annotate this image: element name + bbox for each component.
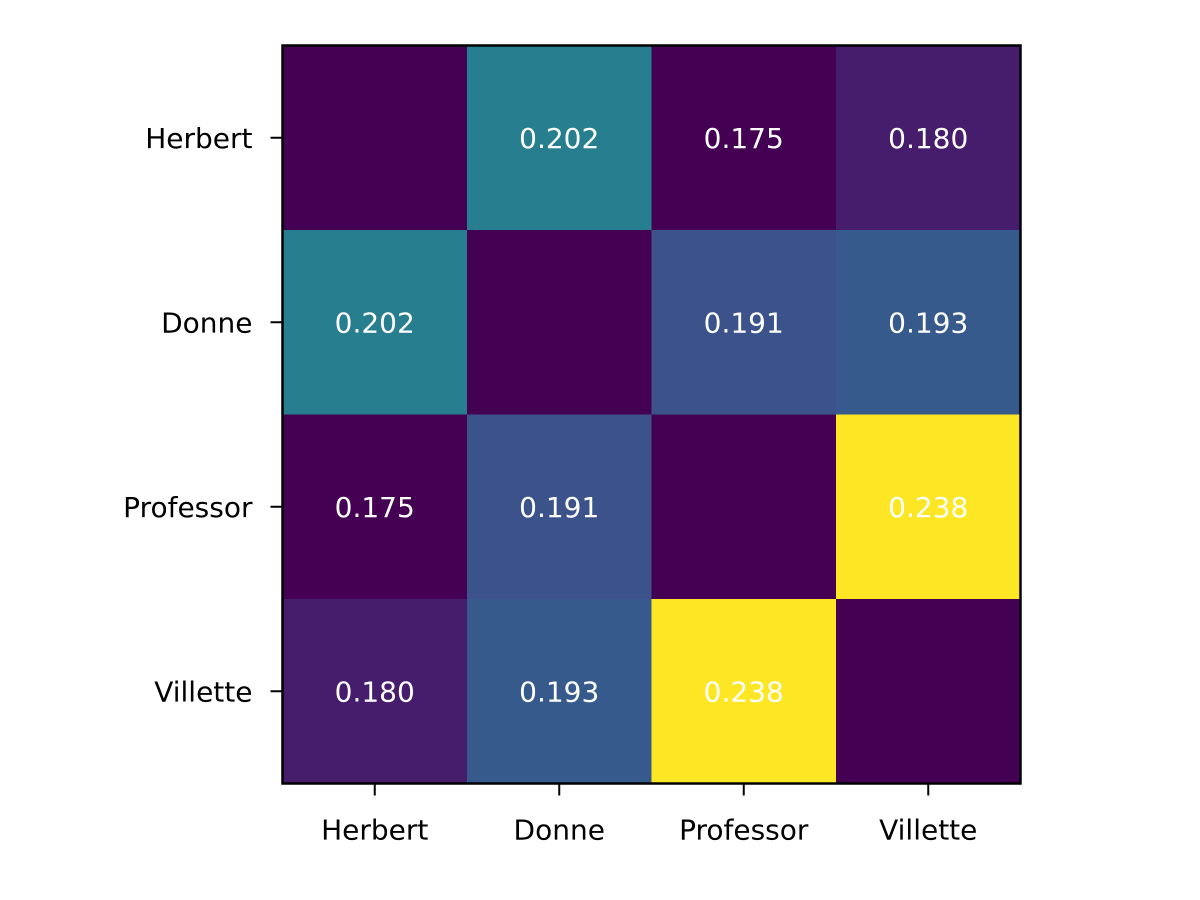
heatmap-cell-donne-herbert (282, 230, 468, 416)
x-axis: Herbert Donne Professor Villette (321, 783, 977, 847)
cell-value-label: 0.175 (704, 122, 784, 155)
heatmap-cell-professor-donne (467, 414, 653, 600)
heatmap-cell-herbert-donne (467, 45, 653, 231)
heatmap-cell-villette-villette (836, 599, 1022, 785)
heatmap-cell-professor-professor (651, 414, 837, 600)
cell-value-label: 0.238 (888, 491, 968, 524)
cell-value-label: 0.175 (335, 491, 415, 524)
y-axis: Herbert Donne Professor Villette (123, 122, 283, 708)
x-tick-label: Donne (514, 814, 605, 847)
heatmap-cell-herbert-professor (651, 45, 837, 231)
y-tick-label: Donne (161, 306, 252, 339)
x-tick-label: Villette (879, 814, 977, 847)
y-tick-label: Villette (154, 675, 252, 708)
heatmap-cell-professor-herbert (282, 414, 468, 600)
y-tick-label: Herbert (145, 122, 252, 155)
heatmap-cells (282, 45, 1022, 785)
cell-value-label: 0.202 (519, 122, 599, 155)
cell-value-label: 0.193 (888, 306, 968, 339)
cell-labels: 0.202 0.175 0.180 0.202 0.191 0.193 0.175 0.191… (335, 122, 969, 709)
heatmap-cell-villette-donne (467, 599, 653, 785)
heatmap-cell-villette-professor (651, 599, 837, 785)
plot-frame (281, 44, 1022, 785)
y-tick-label: Professor (123, 491, 253, 524)
cell-value-label: 0.202 (335, 306, 415, 339)
heatmap-cell-villette-herbert (282, 599, 468, 785)
cell-value-label: 0.191 (704, 306, 784, 339)
cell-value-label: 0.193 (519, 675, 599, 708)
cell-value-label: 0.191 (519, 491, 599, 524)
heatmap-cell-professor-villette (836, 414, 1022, 600)
cell-value-label: 0.180 (335, 675, 415, 708)
cell-value-label: 0.238 (704, 675, 784, 708)
heatmap-cell-herbert-villette (836, 45, 1022, 231)
heatmap-cell-donne-professor (651, 230, 837, 416)
heatmap-cell-donne-donne (467, 230, 653, 416)
x-tick-label: Professor (679, 814, 809, 847)
heatmap-cell-donne-villette (836, 230, 1022, 416)
x-tick-label: Herbert (321, 814, 428, 847)
cell-value-label: 0.180 (888, 122, 968, 155)
heatmap-cell-herbert-herbert (282, 45, 468, 231)
